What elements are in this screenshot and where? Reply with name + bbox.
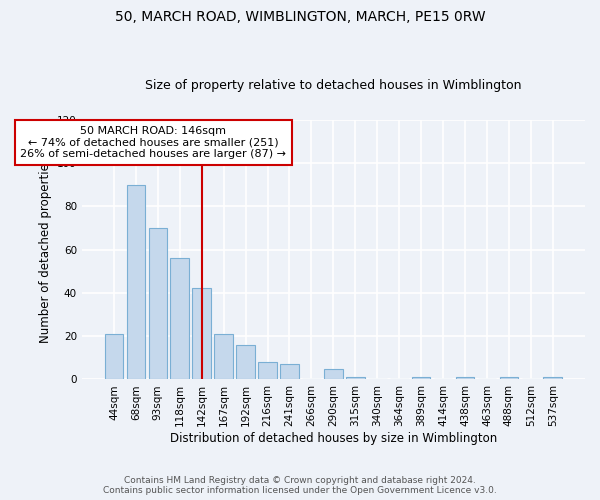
Y-axis label: Number of detached properties: Number of detached properties (38, 156, 52, 342)
Bar (456, 378, 475, 380)
Bar (500, 378, 518, 380)
Bar (104, 334, 123, 380)
Text: 50, MARCH ROAD, WIMBLINGTON, MARCH, PE15 0RW: 50, MARCH ROAD, WIMBLINGTON, MARCH, PE15… (115, 10, 485, 24)
X-axis label: Distribution of detached houses by size in Wimblington: Distribution of detached houses by size … (170, 432, 497, 445)
Bar (280, 364, 299, 380)
Title: Size of property relative to detached houses in Wimblington: Size of property relative to detached ho… (145, 79, 521, 92)
Bar (236, 345, 255, 380)
Text: Contains HM Land Registry data © Crown copyright and database right 2024.
Contai: Contains HM Land Registry data © Crown c… (103, 476, 497, 495)
Bar (258, 362, 277, 380)
Bar (127, 184, 145, 380)
Bar (544, 378, 562, 380)
Bar (193, 288, 211, 380)
Bar (324, 368, 343, 380)
Bar (346, 378, 365, 380)
Bar (214, 334, 233, 380)
Bar (170, 258, 189, 380)
Bar (412, 378, 430, 380)
Text: 50 MARCH ROAD: 146sqm
← 74% of detached houses are smaller (251)
26% of semi-det: 50 MARCH ROAD: 146sqm ← 74% of detached … (20, 126, 286, 160)
Bar (149, 228, 167, 380)
